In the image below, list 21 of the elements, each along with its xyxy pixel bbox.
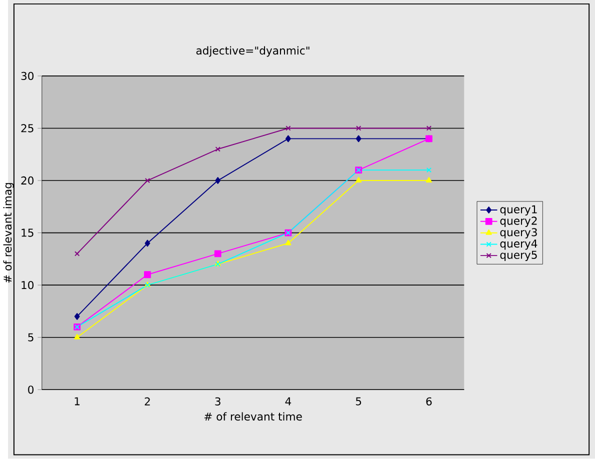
legend-label: query3 [500,228,537,239]
x-tick-label: 5 [356,397,362,406]
x-tick-label: 4 [285,397,292,406]
legend-label: query2 [500,216,537,228]
y-tick-label: 15 [22,228,34,237]
x-axis-title: # of relevant time [204,412,302,421]
x-tick-label: 1 [74,397,80,406]
x-tick-label: 3 [215,397,220,406]
legend-label: query1 [500,205,537,216]
y-tick-label: 25 [21,124,34,132]
y-tick-label: 30 [21,72,34,80]
legend-label: query5 [500,251,537,262]
y-tick-label: 20 [21,176,34,185]
y-tick-label: 5 [28,333,34,342]
y-tick-label: 0 [28,386,34,394]
y-axis-title: # of relevant imag [3,183,14,283]
x-tick-label: 2 [144,397,150,406]
legend-label: query4 [500,240,538,250]
x-tick-label: 6 [426,397,432,406]
chart-title: adjective="dyanmic" [196,46,310,57]
y-tick-label: 10 [22,281,34,290]
